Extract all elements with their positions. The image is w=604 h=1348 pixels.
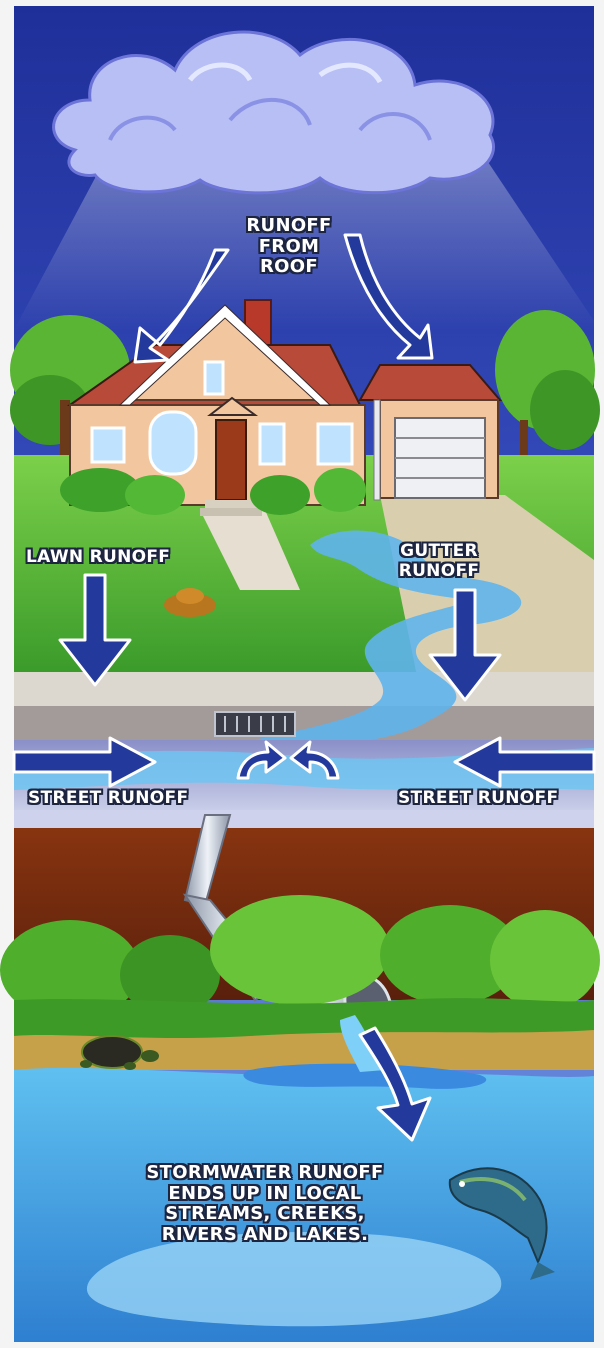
flow-arrow-icon	[236, 740, 287, 780]
flow-arrow-icon	[453, 736, 596, 788]
flow-arrow-icon	[12, 736, 157, 788]
storm-drain-icon	[214, 711, 296, 737]
fish-icon	[448, 1167, 555, 1280]
flow-arrow-icon	[289, 740, 340, 780]
cloud-icon	[52, 30, 495, 195]
flow-arrow-icon	[358, 1026, 432, 1142]
trees	[10, 310, 600, 480]
label-street-runoff-left: STREET RUNOFF	[28, 788, 189, 808]
bank-vegetation	[0, 895, 600, 1020]
flow-arrow-icon	[428, 588, 502, 702]
flow-arrow-icon	[133, 248, 230, 364]
label-stormwater-outfall: STORMWATER RUNOFF ENDS UP IN LOCAL STREA…	[146, 1162, 384, 1246]
flow-arrow-icon	[343, 233, 434, 360]
label-street-runoff-right: STREET RUNOFF	[398, 788, 559, 808]
turtle-icon	[80, 1035, 159, 1070]
label-lawn-runoff: LAWN RUNOFF	[26, 547, 171, 567]
label-runoff-from-roof: RUNOFF FROM ROOF	[246, 215, 332, 278]
label-gutter-runoff: GUTTER RUNOFF	[398, 541, 480, 581]
flow-arrow-icon	[58, 573, 132, 687]
